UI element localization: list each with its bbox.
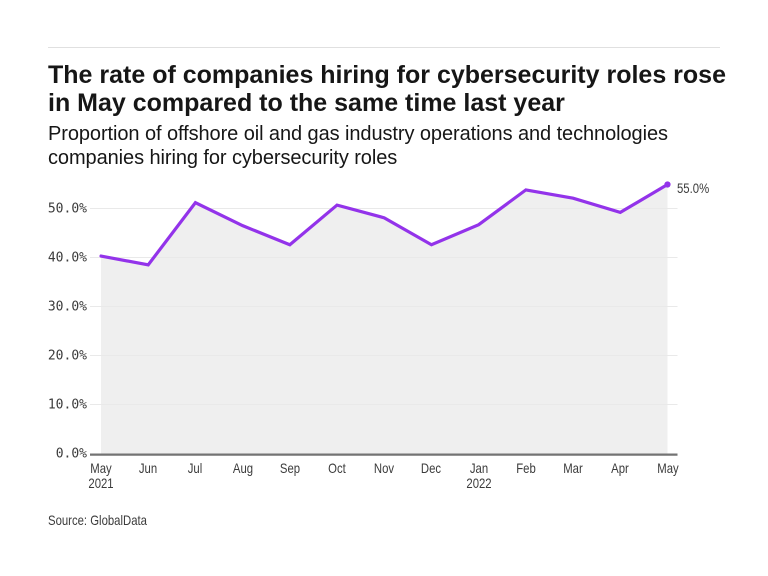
y-tick-label: 0.0%	[55, 446, 87, 462]
chart-title: The rate of companies hiring for cyberse…	[48, 60, 726, 117]
x-tick-label: Mar	[563, 459, 583, 476]
x-tick-label: Jun	[139, 459, 158, 476]
x-tick-label: Feb	[516, 459, 536, 476]
x-tick-label: Nov	[374, 459, 395, 476]
y-tick-label: 30.0%	[47, 299, 87, 315]
y-tick-label: 10.0%	[47, 397, 87, 413]
x-tick-label: May	[656, 459, 679, 476]
end-point-label: 55.0%	[677, 180, 710, 196]
source-note: Source: GlobalData	[48, 511, 147, 528]
chart-subtitle: Proportion of offshore oil and gas indus…	[48, 123, 668, 170]
area-fill	[101, 184, 668, 454]
y-tick-label: 40.0%	[47, 250, 87, 266]
x-tick-label: Jan 2022	[466, 459, 492, 491]
x-tick-label: Apr	[611, 459, 630, 476]
x-tick-label: Aug	[232, 459, 253, 476]
x-tick-label: May 2021	[88, 459, 114, 491]
end-point-dot	[664, 181, 671, 188]
trend-line	[99, 182, 670, 267]
top-divider	[48, 47, 720, 48]
y-tick-label: 20.0%	[47, 348, 87, 364]
x-tick-label: Oct	[328, 459, 346, 476]
y-tick-label: 50.0%	[47, 201, 87, 217]
x-tick-label: Dec	[421, 459, 442, 476]
x-tick-label: Sep	[279, 459, 300, 476]
x-tick-label: Jul	[188, 459, 203, 476]
